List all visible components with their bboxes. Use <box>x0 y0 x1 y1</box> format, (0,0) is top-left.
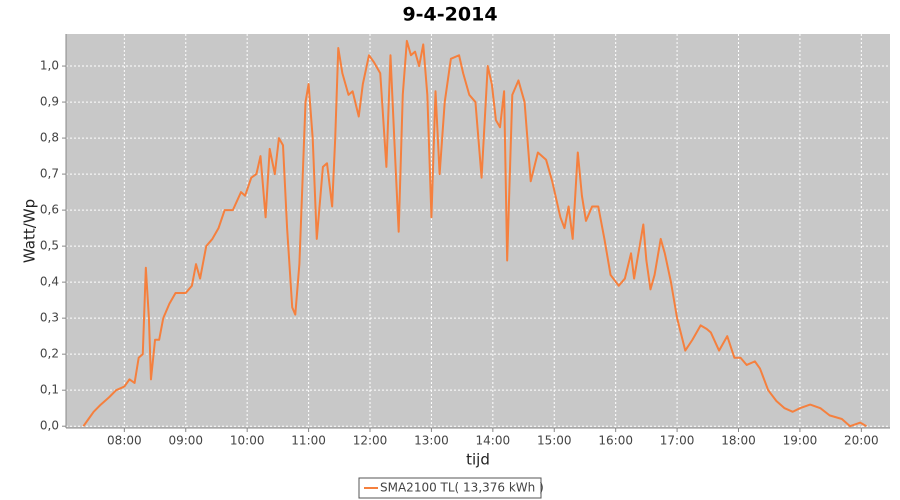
y-tick-label: 0,8 <box>40 131 59 145</box>
y-tick-label: 1,0 <box>40 59 59 73</box>
x-tick-label: 17:00 <box>660 434 695 448</box>
y-tick-label: 0,4 <box>40 275 59 289</box>
x-tick-label: 14:00 <box>476 434 511 448</box>
x-tick-label: 20:00 <box>844 434 879 448</box>
x-tick-label: 12:00 <box>353 434 388 448</box>
chart-title: 9-4-2014 <box>402 4 497 26</box>
y-tick-label: 0,5 <box>40 239 59 253</box>
x-tick-label: 08:00 <box>107 434 142 448</box>
y-tick-label: 0,7 <box>40 167 59 181</box>
x-tick-label: 10:00 <box>230 434 265 448</box>
x-tick-label: 09:00 <box>168 434 203 448</box>
y-tick-label: 0,1 <box>40 383 59 397</box>
y-tick-label: 0,2 <box>40 347 59 361</box>
x-axis-label: tijd <box>466 451 490 469</box>
x-tick-label: 16:00 <box>598 434 633 448</box>
series-line <box>82 39 867 428</box>
plot-area <box>66 34 890 428</box>
y-tick-label: 0,6 <box>40 203 59 217</box>
x-tick-label: 15:00 <box>537 434 572 448</box>
x-tick-label: 18:00 <box>721 434 756 448</box>
legend-label: SMA2100 TL( 13,376 kWh ) <box>380 481 544 495</box>
x-tick-label: 19:00 <box>783 434 818 448</box>
x-tick-label: 13:00 <box>414 434 449 448</box>
x-tick-label: 11:00 <box>291 434 326 448</box>
y-tick-label: 0,3 <box>40 311 59 325</box>
y-axis-label: Watt/Wp <box>21 199 39 263</box>
legend-box <box>358 477 542 499</box>
y-tick-label: 0,9 <box>40 95 59 109</box>
y-tick-label: 0,0 <box>40 419 59 433</box>
